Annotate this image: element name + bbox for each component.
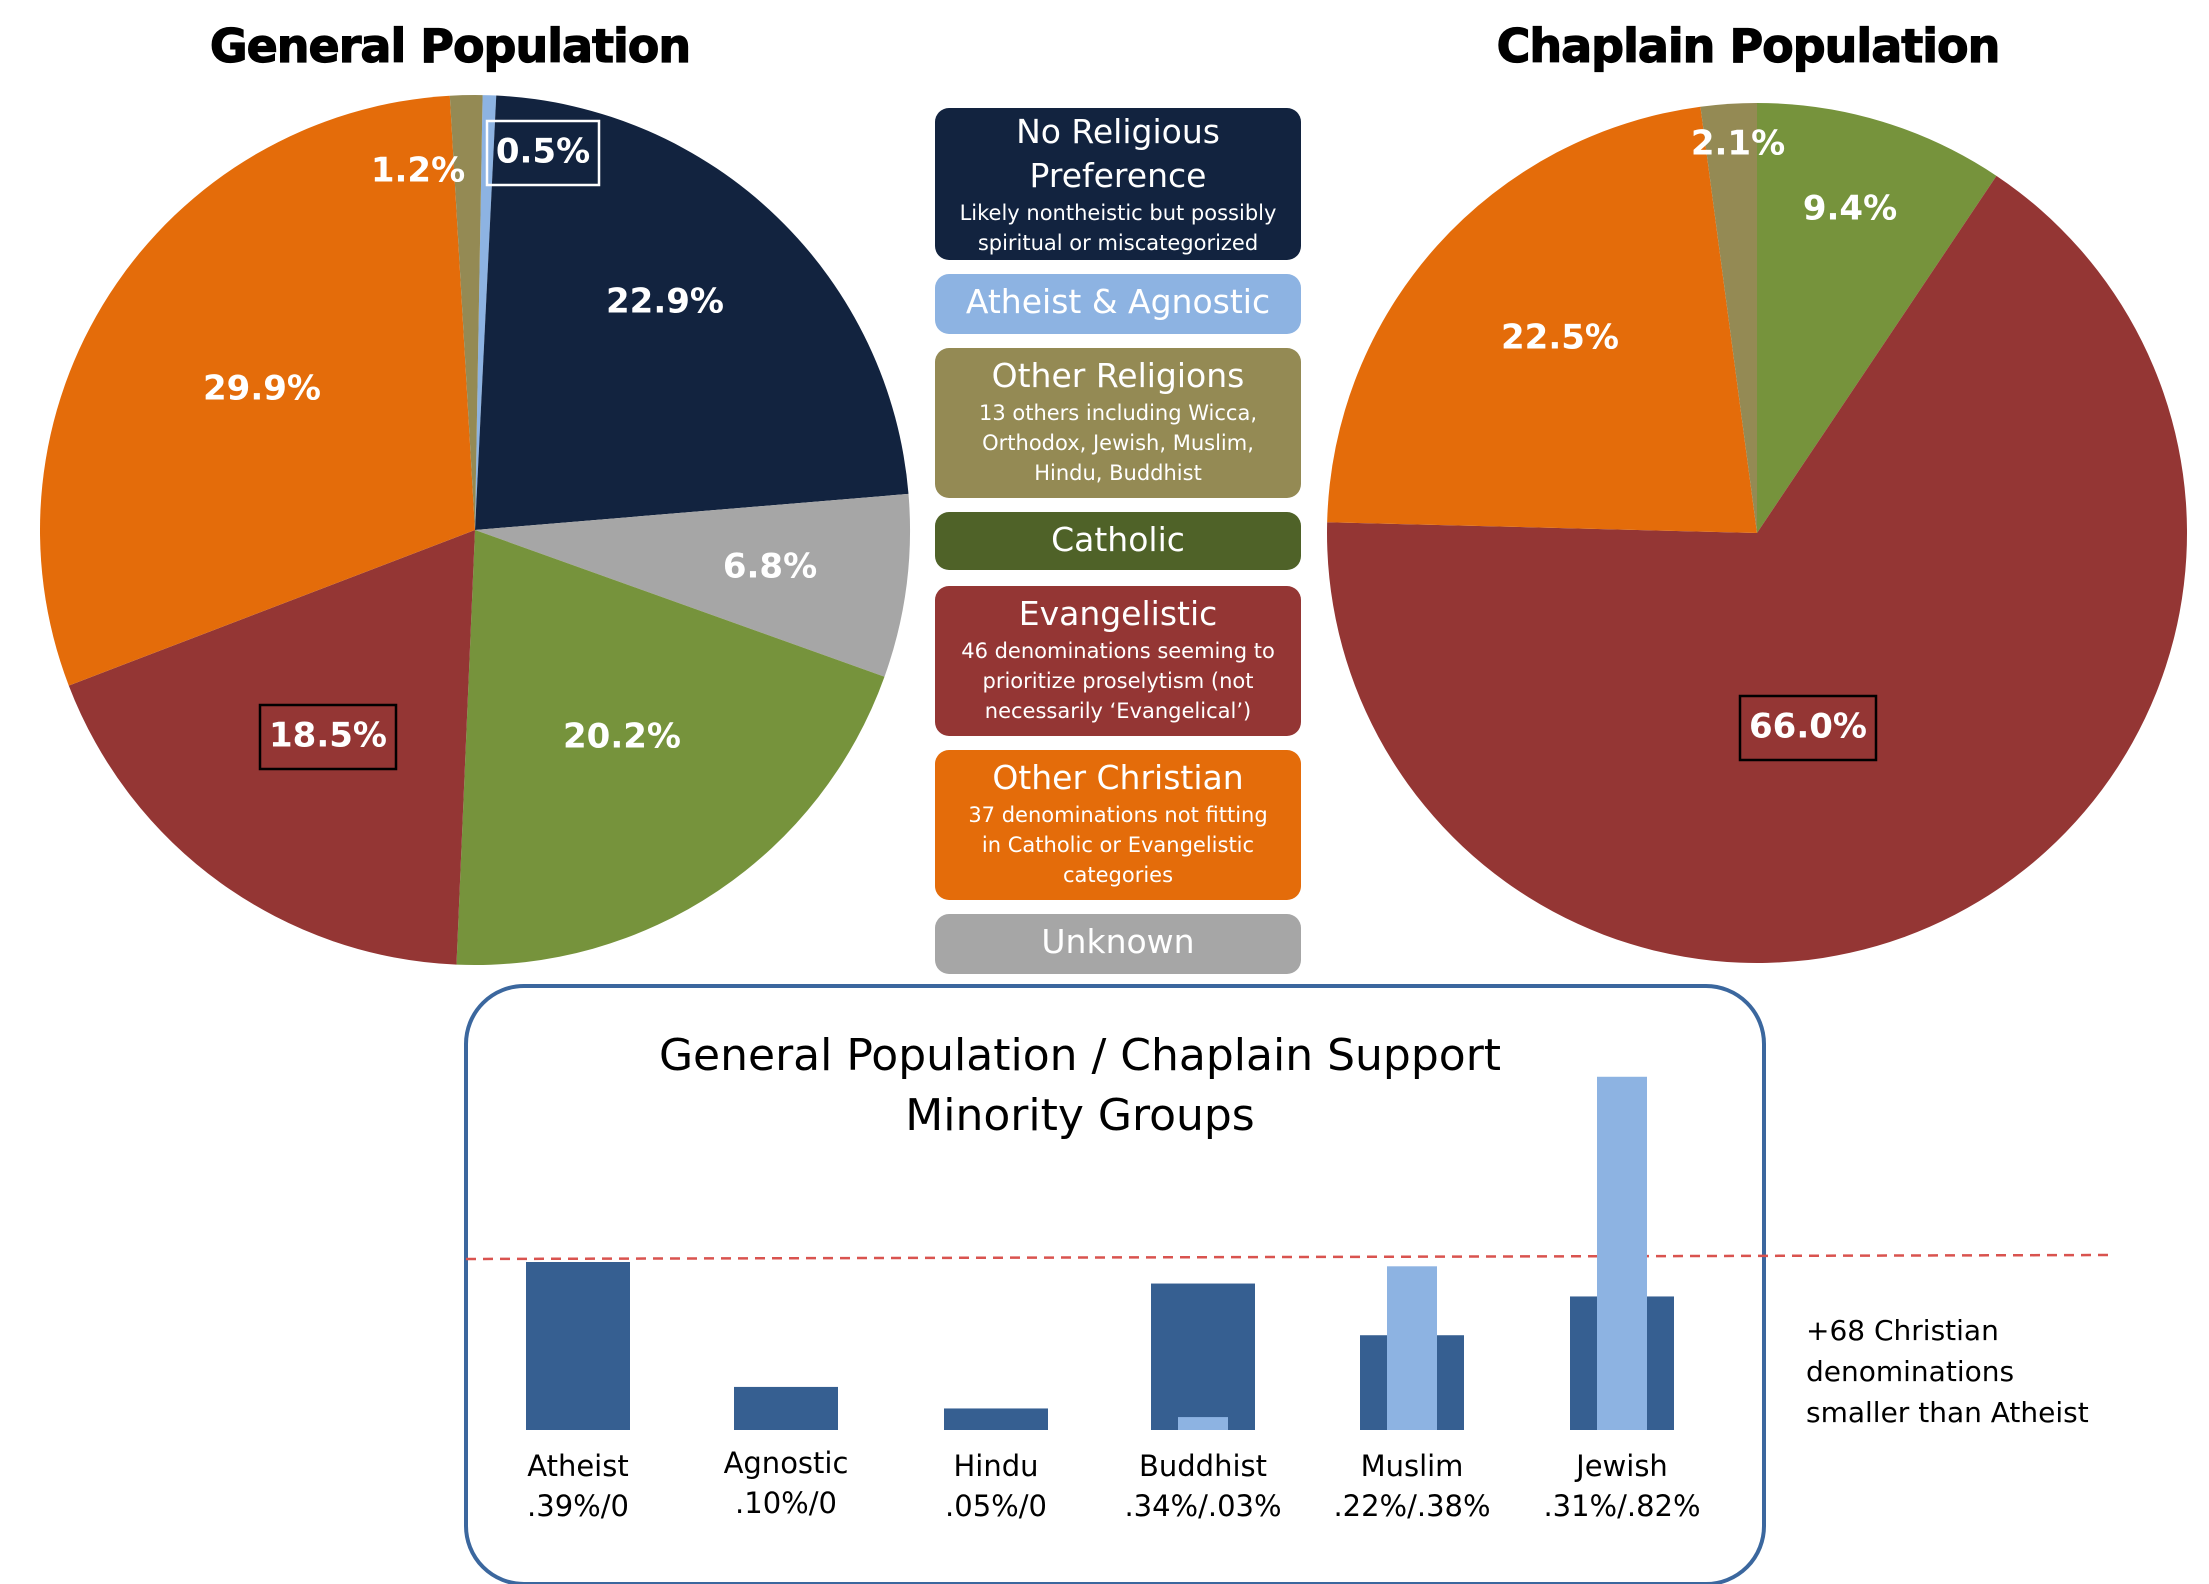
pie-label-box: [485, 119, 601, 187]
pie-label-box: [1738, 694, 1878, 762]
bar-value-label: .31%/.82%: [1543, 1489, 1700, 1523]
legend-title: Unknown: [1041, 922, 1195, 961]
legend-desc: 13 others including Wicca, Orthodox, Jew…: [978, 401, 1258, 485]
bar-chaplain-muslim: [1387, 1266, 1437, 1430]
legend-title: Atheist & Agnostic: [965, 282, 1271, 321]
bar-category-label: Jewish: [1574, 1449, 1668, 1483]
legend-title: No Religious Preference: [1016, 112, 1220, 195]
bar-general-buddhist: [1151, 1283, 1255, 1430]
pie-slice-unknown: [475, 493, 911, 677]
bar-general-atheist: [526, 1262, 630, 1430]
pie-label-catholic_slice: 9.4%: [1803, 189, 1897, 229]
legend-no-religious-preference: No Religious Preference Likely nontheist…: [935, 108, 1301, 260]
pie-slice-other_rel: [1700, 103, 1757, 533]
pie-label-catholic_slice: 20.2%: [563, 717, 681, 757]
pie-label-other_rel: 2.1%: [1691, 124, 1785, 164]
pie-label-other_rel: 1.2%: [371, 151, 465, 191]
legend-title: Other Religions: [991, 356, 1245, 395]
bar-category-label: Buddhist: [1139, 1449, 1267, 1483]
pie-slice-other_rel: [449, 95, 483, 530]
pie-slice-other_christian: [39, 95, 476, 686]
legend-title: Other Christian: [992, 758, 1244, 797]
atheist-reference-line: [465, 1253, 2111, 1261]
bar-chaplain-buddhist: [1178, 1417, 1228, 1430]
bar-category-label: Agnostic: [724, 1446, 849, 1480]
minority-bar-chart: Atheist .39%/0 Agnostic .10%/0 Hindu .05%/0 Bu…: [465, 1076, 2111, 1523]
pie-label-evangelistic: 18.5%: [269, 716, 387, 756]
inset-subtitle: Minority Groups: [905, 1090, 1254, 1141]
pie-slice-catholic_slice: [456, 530, 885, 966]
pie-label-other_christian: 29.9%: [203, 369, 321, 409]
legend-unknown: Unknown: [935, 914, 1301, 974]
bar-general-agnostic: [734, 1386, 838, 1430]
legend-title: Evangelistic: [1018, 594, 1218, 633]
pie-slice-atheist: [475, 95, 497, 530]
legend-catholic: Catholic: [935, 512, 1301, 570]
legend-desc: Likely nontheistic but possibly spiritua…: [959, 201, 1277, 255]
bar-value-label: .05%/0: [945, 1489, 1047, 1523]
legend-other-religions: Other Religions 13 others including Wicc…: [935, 348, 1301, 498]
pie-label-no_pref: 22.9%: [606, 282, 724, 322]
note-line-2: denominations: [1806, 1355, 2014, 1388]
chaplain-pie-title: Chaplain Population: [1497, 19, 2000, 73]
legend-other-christian: Other Christian 37 denominations not fit…: [935, 750, 1301, 900]
legend-evangelistic: Evangelistic 46 denominations seeming to…: [935, 586, 1301, 736]
pie-label-atheist: 0.5%: [496, 132, 590, 172]
pie-label-evangelistic: 66.0%: [1749, 707, 1867, 747]
chaplain-population-pie: 9.4% 66.0% 22.5% 2.1%: [1327, 103, 2188, 963]
bar-value-label: .34%/.03%: [1124, 1489, 1281, 1523]
legend-desc: 46 denominations seeming to prioritize p…: [961, 639, 1275, 723]
inset-title: General Population / Chaplain Support: [659, 1030, 1501, 1081]
note-line-3: smaller than Atheist: [1806, 1396, 2089, 1429]
pie-label-other_christian: 22.5%: [1501, 318, 1619, 358]
legend-atheist-agnostic: Atheist & Agnostic: [935, 274, 1301, 334]
pie-label-unknown: 6.8%: [723, 547, 817, 587]
pie-slice-other_christian: [1327, 106, 1757, 534]
bar-category-label: Muslim: [1361, 1449, 1464, 1483]
pie-slice-no_pref: [475, 95, 909, 531]
bar-category-label: Atheist: [527, 1449, 628, 1483]
pie-slice-evangelistic: [68, 530, 475, 965]
bar-value-label: .22%/.38%: [1333, 1489, 1490, 1523]
pie-slice-evangelistic: [1327, 175, 2188, 963]
general-pie-title: General Population: [210, 19, 690, 73]
bar-value-label: .39%/0: [527, 1489, 629, 1523]
inset-frame: [464, 984, 1766, 1584]
bar-value-label: .10%/0: [735, 1486, 837, 1520]
bar-chaplain-jewish: [1597, 1076, 1647, 1430]
bar-general-hindu: [944, 1408, 1048, 1430]
pie-label-box: [258, 703, 398, 771]
pie-slice-catholic_slice: [1757, 103, 1997, 533]
general-population-pie: 0.5% 22.9% 6.8% 20.2% 18.5% 29.9% 1.2%: [39, 95, 911, 966]
legend-desc: 37 denominations not fitting in Catholic…: [968, 803, 1268, 887]
note-line-1: +68 Christian: [1806, 1314, 1999, 1347]
legend-title: Catholic: [1051, 520, 1185, 559]
bar-category-label: Hindu: [953, 1449, 1038, 1483]
